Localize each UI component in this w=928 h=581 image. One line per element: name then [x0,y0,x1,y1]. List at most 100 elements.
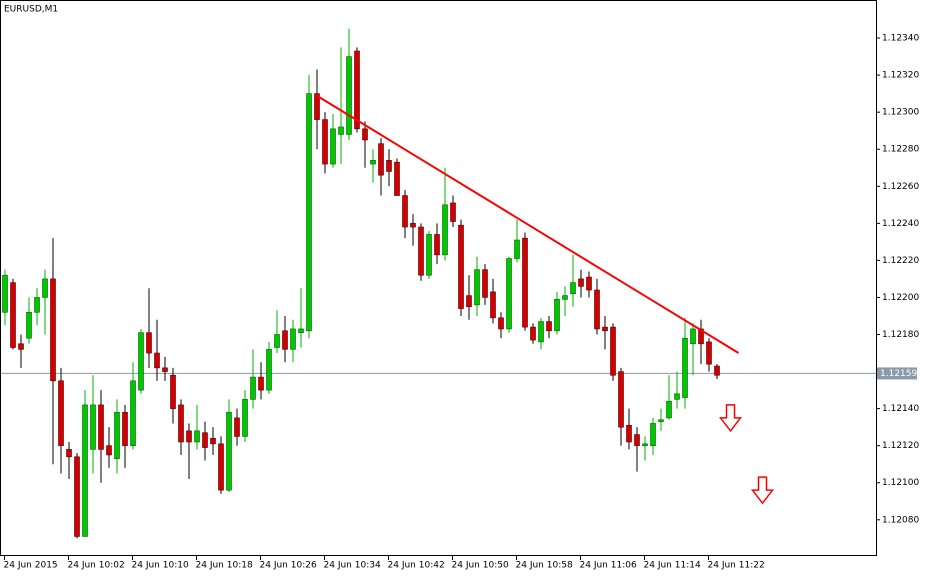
sell-arrow [750,476,775,505]
y-tick-label: 1.12100 [882,478,919,488]
y-tick-label: 1.12200 [882,293,919,303]
y-tick-label: 1.12080 [882,515,919,525]
candle-body [338,126,344,135]
x-tick-label: 24 Jun 10:10 [132,561,189,571]
candle-body [210,437,216,445]
candle-body [378,143,384,176]
candle-body [122,412,128,446]
candle-body [258,376,264,391]
candle-body [650,423,656,446]
x-tick-label: 24 Jun 10:18 [196,561,253,571]
y-tick-label: 1.12180 [882,330,919,340]
candle-body [666,400,672,419]
candle-body [114,412,120,459]
candle-body [90,404,96,450]
candle-body [522,237,528,328]
candle-body [698,328,704,345]
candle-body [58,380,64,446]
x-tick-label: 24 Jun 10:02 [68,561,125,571]
candle-body [306,93,312,332]
y-tick-label: 1.12260 [882,182,919,192]
candle-body [706,341,712,365]
x-tick-label: 24 Jun 10:26 [260,561,317,571]
candle-body [410,223,416,228]
candle-body [250,376,256,400]
candle-body [658,419,664,422]
candle-body [626,425,632,443]
candle-body [610,326,616,376]
candle-body [538,321,544,343]
x-tick-label: 24 Jun 11:06 [580,561,637,571]
candle-body [498,317,504,330]
candle-body [242,399,248,437]
candle-body [106,445,112,456]
candle-body [594,289,600,330]
candle-body [570,282,576,295]
candle-body [490,291,496,319]
candle-body [178,404,184,443]
candle-body [682,337,688,398]
candle-body [146,332,152,354]
candle-body [18,343,24,350]
candle-body [170,374,176,409]
candle-body [66,449,72,458]
candle-body [218,443,224,491]
candle-body [314,93,320,120]
candle-body [554,299,560,332]
plot-frame [0,0,877,556]
candle-body [586,276,592,291]
candle-body [346,56,352,135]
candle-body [226,412,232,491]
candle-body [386,160,392,172]
current-price-box [877,367,917,380]
candle-body [274,334,280,348]
candle-body [450,202,456,222]
candle-body [482,269,488,298]
y-tick-label: 1.12320 [882,71,919,81]
candle-body [690,328,696,345]
candle-body [362,128,368,141]
y-tick-label: 1.12300 [882,108,919,118]
y-tick-label: 1.12340 [882,34,919,44]
candle-body [394,161,400,196]
x-tick-label: 24 Jun 2015 [4,561,58,571]
y-tick-label: 1.12240 [882,219,919,229]
candle-body [418,226,424,276]
candle-body [458,224,464,309]
candle-body [546,321,552,332]
candle-body [402,195,408,228]
candle-body [162,367,168,372]
x-tick-label: 24 Jun 10:42 [388,561,445,571]
candle-body [42,278,48,298]
trendline [315,94,740,354]
candle-body [290,328,296,350]
candle-body [186,430,192,443]
candle-body [674,393,680,400]
candle-body [434,234,440,256]
candle-body [130,380,136,446]
y-tick-label: 1.12120 [882,441,919,451]
candle-body [26,311,32,339]
candle-body [10,282,16,348]
candle-body [138,332,144,391]
candle-body [154,352,160,369]
candle-body [506,258,512,330]
candle-body [714,365,720,376]
candle-body [370,160,376,165]
candle-body [642,443,648,446]
candle-body [34,297,40,313]
candle-body [530,326,536,341]
candle-body [82,404,88,537]
x-tick-label: 24 Jun 10:50 [452,561,509,571]
candle-body [330,128,336,165]
y-tick-label: 1.12140 [882,404,919,414]
candle-body [298,328,304,333]
candle-body [234,417,240,437]
candle-body [578,278,584,287]
candle-body [74,456,80,537]
candle-body [266,349,272,391]
candle-body [474,269,480,306]
candle-body [194,430,200,443]
